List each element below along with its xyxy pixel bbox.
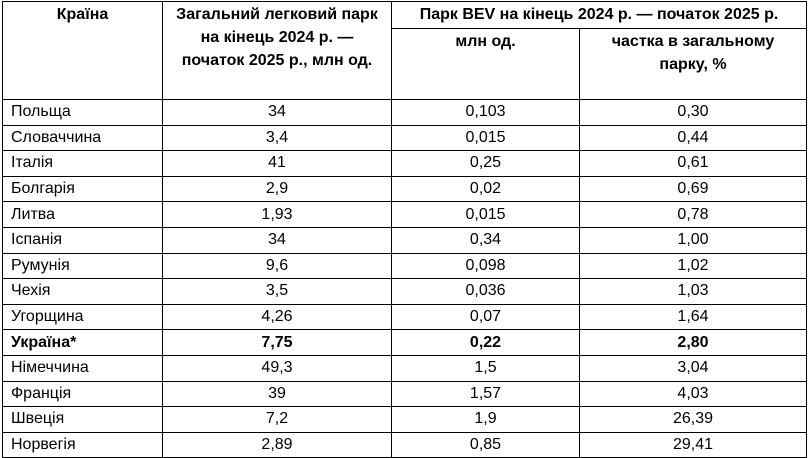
table-row: Україна* 7,75 0,22 2,80: [2, 329, 807, 356]
bev-share-cell: 1,00: [579, 226, 807, 254]
country-cell: Італія: [2, 150, 163, 177]
bev-share-cell: 0,61: [579, 150, 807, 177]
total-park-cell: 4,26: [162, 303, 392, 331]
total-park-cell: 39: [162, 380, 392, 408]
table-row: Швеція 7,2 1,9 26,39: [2, 406, 807, 433]
bev-share-cell: 2,80: [579, 329, 807, 356]
bev-share-cell: 29,41: [579, 431, 807, 458]
country-cell: Іспанія: [2, 226, 163, 254]
header-row-top: Країна Загальний легковий парк на кінець…: [2, 1, 807, 100]
bev-share-cell: 0,69: [579, 175, 807, 203]
bev-park-cell: 1,5: [391, 354, 580, 382]
country-cell: Швеція: [2, 406, 163, 433]
header-bev-mln: млн од.: [391, 28, 580, 100]
bev-park-cell: 1,57: [391, 380, 580, 408]
total-park-cell: 1,93: [162, 201, 392, 228]
header-bev-share: частка в загальному парку, %: [579, 28, 807, 100]
table-row: Франція 39 1,57 4,03: [2, 380, 807, 408]
bev-park-cell: 0,103: [391, 99, 580, 126]
bev-share-cell: 4,03: [579, 380, 807, 408]
header-row-sub: млн од. частка в загальному парку, %: [3, 28, 807, 100]
country-cell: Україна*: [2, 329, 163, 356]
country-cell: Литва: [2, 201, 163, 228]
total-park-cell: 2,9: [162, 175, 392, 203]
bev-share-cell: 3,04: [579, 354, 807, 382]
table-row: Угорщина 4,26 0,07 1,64: [2, 303, 807, 331]
bev-park-cell: 0,22: [391, 329, 580, 356]
table-row: Словаччина 3,4 0,015 0,44: [2, 124, 807, 152]
country-cell: Норвегія: [2, 431, 163, 458]
total-park-cell: 3,5: [162, 278, 392, 305]
bev-park-cell: 0,85: [391, 431, 580, 458]
bev-park-cell: 0,34: [391, 226, 580, 254]
country-cell: Чехія: [2, 278, 163, 305]
bev-share-cell: 26,39: [579, 406, 807, 433]
total-park-cell: 34: [162, 99, 392, 126]
bev-share-cell: 0,30: [579, 99, 807, 126]
bev-park-cell: 0,25: [391, 150, 580, 177]
table-row: Румунія 9,6 0,098 1,02: [2, 252, 807, 280]
table-row: Норвегія 2,89 0,85 29,41: [2, 431, 807, 458]
table-row: Чехія 3,5 0,036 1,03: [2, 278, 807, 305]
bev-park-cell: 0,02: [391, 175, 580, 203]
table-row: Литва 1,93 0,015 0,78: [2, 201, 807, 228]
table-row: Іспанія 34 0,34 1,00: [2, 226, 807, 254]
header-total-park: Загальний легковий парк на кінець 2024 р…: [162, 1, 392, 100]
table-row: Болгарія 2,9 0,02 0,69: [2, 175, 807, 203]
total-park-cell: 49,3: [162, 354, 392, 382]
country-cell: Німеччина: [2, 354, 163, 382]
bev-park-cell: 0,098: [391, 252, 580, 280]
table-row: Німеччина 49,3 1,5 3,04: [2, 354, 807, 382]
bev-share-cell: 1,02: [579, 252, 807, 280]
table-body: Польща 34 0,103 0,30 Словаччина 3,4 0,015 0,44 І…: [2, 99, 807, 458]
bev-park-cell: 1,9: [391, 406, 580, 433]
bev-park-cell: 0,015: [391, 201, 580, 228]
bev-park-cell: 0,015: [391, 124, 580, 152]
bev-share-cell: 0,78: [579, 201, 807, 228]
country-cell: Словаччина: [2, 124, 163, 152]
country-cell: Франція: [2, 380, 163, 408]
total-park-cell: 9,6: [162, 252, 392, 280]
table-row: Польща 34 0,103 0,30: [2, 99, 807, 126]
total-park-cell: 3,4: [162, 124, 392, 152]
total-park-cell: 7,75: [162, 329, 392, 356]
total-park-cell: 34: [162, 226, 392, 254]
country-cell: Румунія: [2, 252, 163, 280]
bev-share-cell: 1,03: [579, 278, 807, 305]
bev-park-cell: 0,07: [391, 303, 580, 331]
table-row: Італія 41 0,25 0,61: [2, 150, 807, 177]
country-cell: Угорщина: [2, 303, 163, 331]
table-header: Країна Загальний легковий парк на кінець…: [2, 1, 807, 100]
bev-share-cell: 0,44: [579, 124, 807, 152]
country-cell: Болгарія: [2, 175, 163, 203]
country-cell: Польща: [2, 99, 163, 126]
header-country: Країна: [2, 1, 163, 100]
total-park-cell: 7,2: [162, 406, 392, 433]
bev-park-cell: 0,036: [391, 278, 580, 305]
total-park-cell: 41: [162, 150, 392, 177]
bev-share-cell: 1,64: [579, 303, 807, 331]
total-park-cell: 2,89: [162, 431, 392, 458]
header-bev-group: Парк BEV на кінець 2024 р. — початок 202…: [391, 1, 807, 29]
